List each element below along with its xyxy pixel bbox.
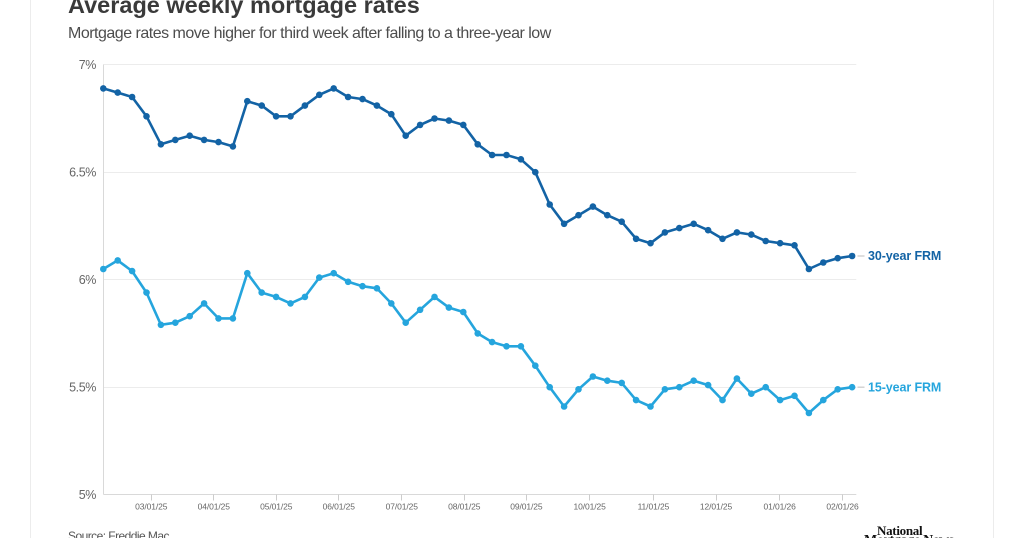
- svg-text:05/01/25: 05/01/25: [260, 502, 293, 512]
- svg-text:06/01/25: 06/01/25: [323, 502, 356, 512]
- svg-text:5%: 5%: [79, 488, 97, 502]
- svg-text:01/01/26: 01/01/26: [763, 502, 796, 512]
- svg-text:15-year FRM: 15-year FRM: [868, 380, 941, 394]
- svg-text:07/01/25: 07/01/25: [386, 502, 419, 512]
- svg-text:7%: 7%: [79, 58, 97, 72]
- svg-text:6%: 6%: [79, 273, 97, 287]
- svg-text:03/01/25: 03/01/25: [135, 502, 168, 512]
- svg-text:04/01/25: 04/01/25: [198, 502, 231, 512]
- svg-text:10/01/25: 10/01/25: [573, 502, 606, 512]
- svg-text:12/01/25: 12/01/25: [700, 502, 733, 512]
- svg-text:11/01/25: 11/01/25: [638, 502, 670, 512]
- svg-text:02/01/26: 02/01/26: [826, 502, 859, 512]
- svg-text:09/01/25: 09/01/25: [510, 502, 543, 512]
- svg-text:08/01/25: 08/01/25: [448, 502, 481, 512]
- svg-text:6.5%: 6.5%: [69, 165, 96, 179]
- svg-text:30-year FRM: 30-year FRM: [868, 249, 941, 263]
- svg-text:5.5%: 5.5%: [69, 380, 96, 394]
